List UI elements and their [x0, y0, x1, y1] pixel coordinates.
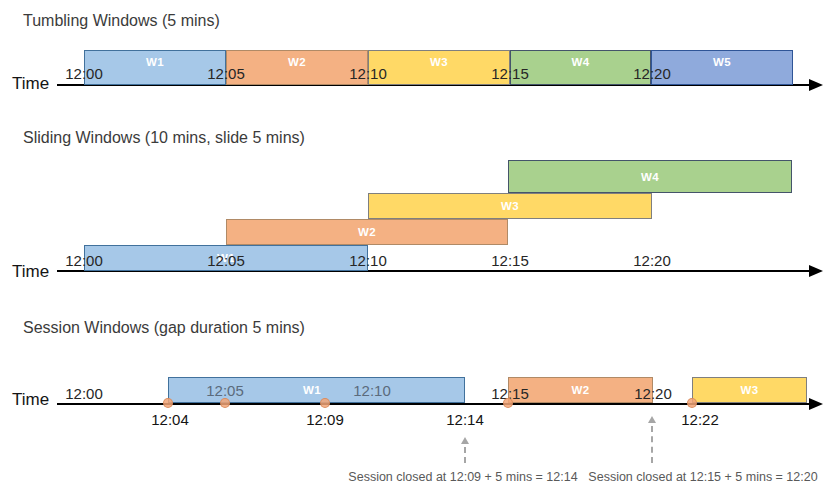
session-event-time-1209: 12:09 [306, 411, 344, 428]
callout-dashed-line [651, 426, 653, 463]
sliding-window-w3: W3 [368, 193, 652, 219]
tumbling-window-w3: W3 [368, 50, 510, 85]
tumbling-section-title: Tumbling Windows (5 mins) [23, 12, 220, 30]
event-dot-icon [320, 398, 330, 408]
event-dot-icon [163, 398, 173, 408]
window-label: W3 [501, 200, 519, 212]
tumbling-tick-1215: 12:15 [491, 65, 529, 82]
session-event-time-1214: 12:14 [446, 411, 484, 428]
window-label: W4 [641, 171, 659, 183]
session-inner-tick-1210: 12:10 [353, 382, 391, 399]
window-label: W2 [288, 56, 306, 68]
window-label: W2 [358, 226, 376, 238]
sliding-time-axis-label: Time [12, 262, 49, 282]
sliding-tick-1215: 12:15 [491, 252, 529, 269]
session-window-w3: W3 [692, 377, 807, 403]
event-dot-icon [503, 398, 513, 408]
sliding-window-w4: W4 [508, 160, 792, 193]
event-dot-icon [220, 398, 230, 408]
tumbling-axis-arrowhead-icon [809, 79, 823, 91]
tumbling-tick-1220: 12:20 [633, 65, 671, 82]
callout-arrowhead-icon [648, 416, 656, 423]
session-inner-tick-1205: 12:05 [206, 382, 244, 399]
tumbling-tick-1210: 12:10 [349, 65, 387, 82]
sliding-tick-1210: 12:10 [349, 252, 387, 269]
session-tick-1200: 12:00 [65, 385, 103, 402]
sliding-tick-1200: 12:00 [65, 252, 103, 269]
window-label: W5 [713, 56, 731, 68]
tumbling-window-w2: W2 [226, 50, 368, 85]
session-event-time-1204: 12:04 [151, 411, 189, 428]
tumbling-window-w5: W5 [651, 50, 793, 85]
callout-dashed-line [464, 447, 466, 463]
sliding-section-title: Sliding Windows (10 mins, slide 5 mins) [23, 129, 305, 147]
session-close-annotation-2: Session closed at 12:15 + 5 mins = 12:20 [588, 470, 817, 484]
window-label: W1 [146, 56, 164, 68]
tumbling-tick-1200: 12:00 [65, 65, 103, 82]
session-window-w2: W2 [508, 377, 653, 403]
sliding-tick-1205: 12:05 [207, 252, 245, 269]
window-label: W1 [303, 384, 321, 396]
window-label: W4 [571, 56, 589, 68]
session-section-title: Session Windows (gap duration 5 mins) [23, 319, 305, 337]
window-label: W3 [740, 384, 758, 396]
sliding-window-w2: W2 [226, 219, 508, 245]
window-label: W3 [430, 56, 448, 68]
event-dot-icon [687, 398, 697, 408]
session-axis-arrowhead-icon [809, 398, 823, 410]
session-tick-1220: 12:20 [634, 385, 672, 402]
stream-windowing-diagram: Tumbling Windows (5 mins) Time W1 W2 W3 … [0, 0, 829, 498]
callout-arrowhead-icon [461, 437, 469, 444]
tumbling-window-w4: W4 [510, 50, 651, 85]
tumbling-window-w1: W1 [84, 50, 226, 85]
session-close-annotation-1: Session closed at 12:09 + 5 mins = 12:14 [348, 470, 577, 484]
sliding-axis-arrowhead-icon [809, 265, 823, 277]
tumbling-tick-1205: 12:05 [207, 65, 245, 82]
session-event-time-1222: 12:22 [681, 411, 719, 428]
sliding-tick-1220: 12:20 [633, 252, 671, 269]
tumbling-time-axis-label: Time [12, 74, 49, 94]
session-time-axis-label: Time [12, 390, 49, 410]
window-label: W2 [571, 384, 589, 396]
